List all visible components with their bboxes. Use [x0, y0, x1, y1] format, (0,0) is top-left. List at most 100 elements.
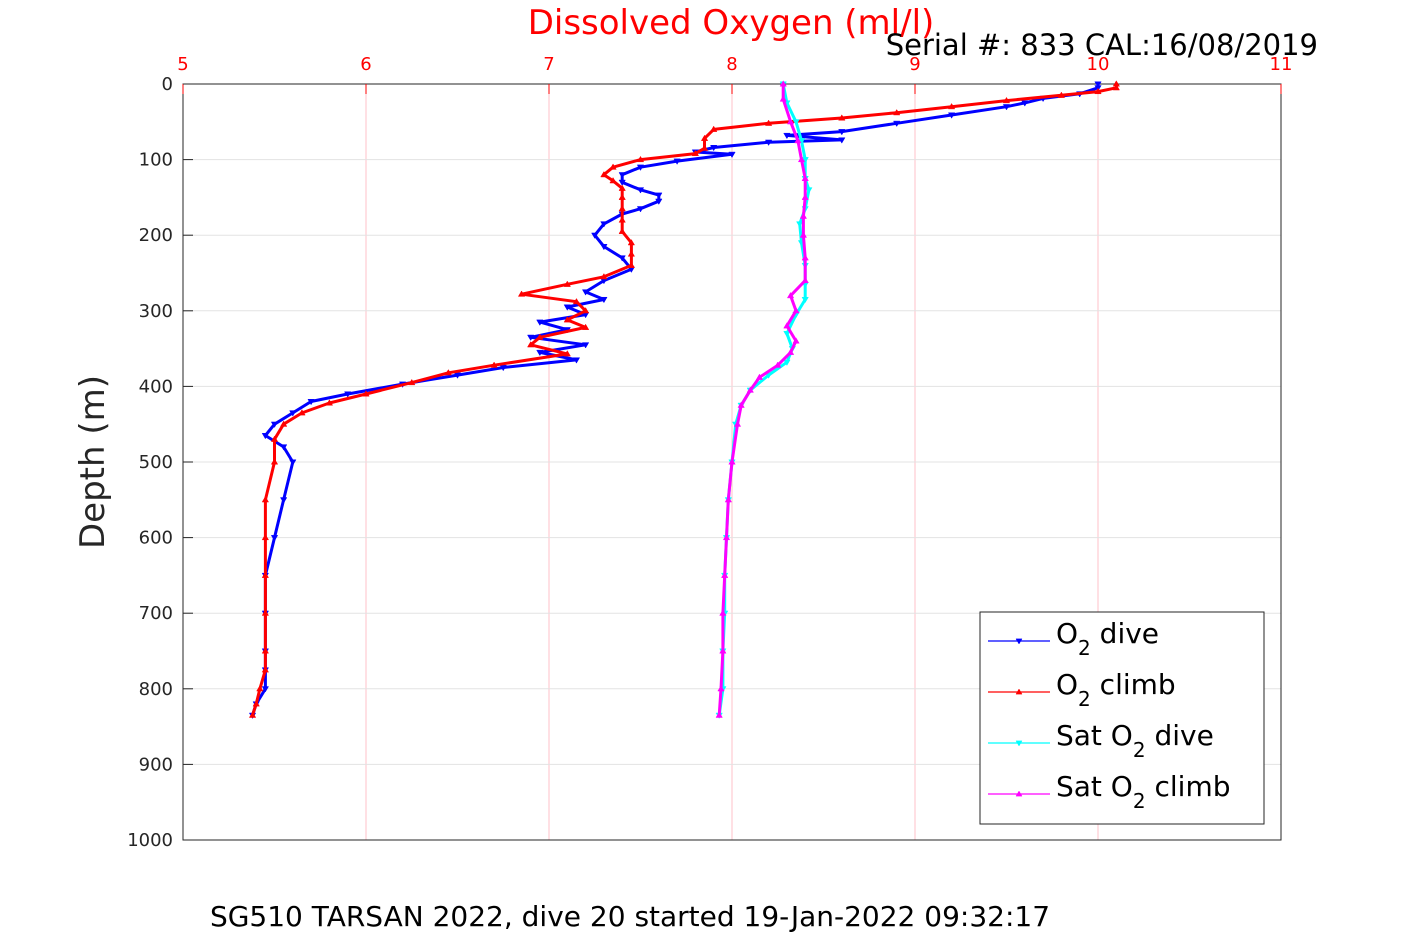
legend-item-sat-o2-climb: Sat O2 climb [988, 770, 1231, 813]
legend-item-o2-dive: O2 dive [988, 617, 1159, 660]
data-point [779, 80, 787, 87]
data-point [261, 571, 269, 578]
legend-swatch-marker [1015, 688, 1023, 695]
data-point [517, 290, 526, 297]
data-point [270, 535, 279, 542]
data-point [801, 254, 809, 261]
data-point [289, 459, 297, 466]
data-point [893, 109, 901, 116]
serial-annotation: Serial #: 833 CAL:16/08/2019 [886, 28, 1318, 62]
data-point [618, 227, 626, 234]
y-tick-label: 500 [139, 452, 173, 473]
data-point [280, 497, 288, 504]
x-tick-label: 6 [360, 54, 371, 75]
y-tick-label: 300 [139, 301, 173, 322]
data-point [627, 250, 635, 257]
data-point [600, 296, 608, 304]
y-tick-label: 700 [139, 603, 173, 624]
data-point [1112, 84, 1120, 91]
legend-swatch-marker [1015, 740, 1023, 747]
data-point [838, 137, 846, 144]
data-point [805, 187, 813, 194]
legend-label: Sat O2 climb [1056, 770, 1231, 813]
legend-swatch-marker [1015, 790, 1023, 797]
y-tick-label: 400 [139, 376, 173, 397]
data-point [581, 342, 590, 349]
data-point [636, 187, 645, 194]
data-point [801, 174, 809, 181]
data-point [719, 609, 727, 616]
legend-swatch-marker [1015, 638, 1023, 645]
data-point [710, 145, 718, 152]
data-point [627, 261, 635, 268]
x-tick-label: 11 [1270, 54, 1293, 75]
data-point [536, 333, 544, 340]
y-axis-label: Depth (m) [73, 375, 113, 549]
data-point [572, 298, 581, 305]
data-point [563, 316, 571, 323]
data-point [572, 357, 581, 364]
data-point [618, 179, 626, 186]
data-point [344, 391, 352, 398]
series-group [248, 80, 1120, 719]
data-point [307, 399, 315, 406]
data-point [783, 330, 791, 338]
data-point [801, 193, 809, 200]
data-point [527, 334, 535, 341]
data-point [797, 155, 806, 163]
legend-label: Sat O2 dive [1056, 719, 1214, 762]
data-point [838, 114, 846, 121]
data-point [248, 711, 257, 718]
y-tick-label: 100 [139, 150, 173, 171]
data-point [799, 212, 808, 219]
x-tick-label: 8 [726, 54, 737, 75]
data-point [786, 291, 795, 299]
data-point [362, 390, 370, 397]
data-point [325, 399, 334, 406]
data-point [609, 177, 617, 184]
data-point [783, 132, 791, 140]
legend: O2 dive O2 climb Sat O2 dive Sat O2 climb [979, 611, 1265, 825]
data-point [786, 118, 795, 125]
data-point [799, 231, 808, 238]
chart-caption: SG510 TARSAN 2022, dive 20 started 19-Ja… [210, 900, 1050, 933]
data-point [581, 307, 590, 314]
x-axis: 5 6 7 8 9 10 11 [177, 54, 1292, 94]
data-point [563, 350, 571, 357]
data-point [715, 711, 723, 718]
data-point [636, 155, 645, 163]
y-tick-label: 800 [139, 679, 173, 700]
data-point [600, 273, 608, 280]
data-point [1094, 87, 1102, 95]
legend-label: O2 climb [1056, 668, 1176, 711]
y-tick-label: 600 [139, 528, 173, 549]
y-tick-label: 1000 [127, 830, 173, 851]
data-point [728, 458, 736, 465]
data-point [710, 125, 718, 132]
data-point [252, 700, 260, 707]
chart-title: Dissolved Oxygen (ml/l) [528, 3, 935, 43]
data-point [536, 349, 544, 357]
data-point [453, 372, 462, 379]
data-point [717, 685, 725, 692]
data-point [261, 686, 269, 693]
legend-box [979, 611, 1265, 825]
data-point [655, 192, 663, 199]
data-point [792, 307, 800, 314]
y-tick-label: 0 [162, 74, 173, 95]
data-point [764, 119, 773, 126]
data-point [794, 137, 802, 144]
x-tick-label: 7 [543, 54, 554, 75]
data-point [618, 193, 626, 200]
data-point [256, 685, 264, 692]
data-point [600, 221, 608, 228]
data-point [1057, 91, 1066, 98]
y-tick-label: 200 [139, 225, 173, 246]
data-point [733, 420, 742, 427]
data-point [444, 369, 452, 376]
data-point [600, 244, 608, 251]
data-point [636, 164, 645, 171]
data-point [581, 289, 590, 296]
data-point [261, 496, 269, 503]
data-point [270, 421, 279, 428]
